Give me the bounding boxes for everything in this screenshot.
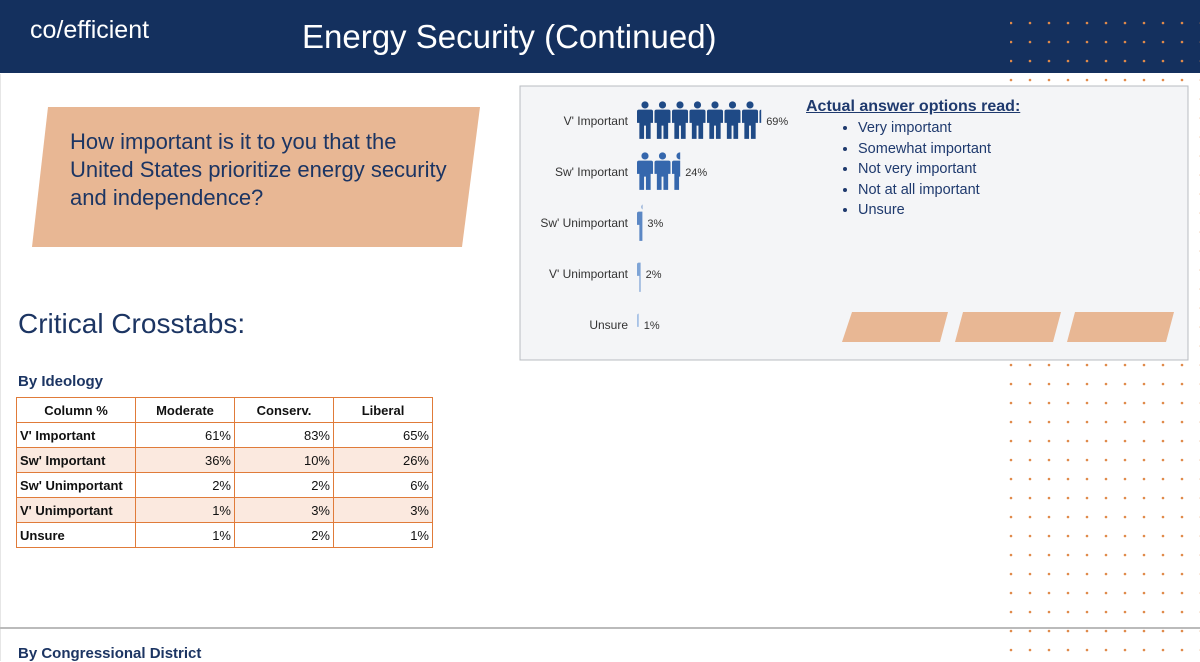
option: Very important bbox=[858, 118, 1020, 139]
category-label: Unsure bbox=[589, 318, 628, 332]
row: Sw' Unimportant 2% 2% 6% bbox=[16, 472, 433, 498]
crosstab-table: Column % Moderate Conserv. Liberal V' Import… bbox=[16, 397, 433, 548]
cell: 1% bbox=[333, 522, 433, 548]
deco-box bbox=[1067, 312, 1174, 342]
category-label: Sw' Unimportant bbox=[540, 216, 628, 230]
crosstab-title: By Ideology bbox=[18, 373, 104, 390]
category-label: V' Unimportant bbox=[549, 267, 629, 281]
cell: 61% bbox=[135, 422, 235, 448]
answer-options: Actual answer options read: Very importa… bbox=[806, 98, 1020, 221]
cell: 2% bbox=[135, 472, 235, 498]
options-list: Very importantSomewhat importantNot very… bbox=[806, 118, 1020, 221]
row: V' Unimportant 1% 3% 3% bbox=[16, 497, 433, 523]
cell: 3% bbox=[333, 497, 433, 523]
option: Not very important bbox=[858, 159, 1020, 180]
header-cell: Moderate bbox=[135, 397, 235, 423]
cell: 3% bbox=[234, 497, 334, 523]
row-label: Sw' Unimportant bbox=[16, 472, 136, 498]
section-title: Critical Crosstabs: bbox=[18, 308, 246, 339]
cell: 1% bbox=[135, 497, 235, 523]
deco-box bbox=[842, 312, 948, 342]
row-label: Sw' Important bbox=[16, 447, 136, 473]
header-cell: Conserv. bbox=[234, 397, 334, 423]
row-label: V' Important bbox=[16, 422, 136, 448]
value-label: 69% bbox=[766, 116, 788, 128]
row-label: V' Unimportant bbox=[16, 497, 136, 523]
cell: 6% bbox=[333, 472, 433, 498]
value-label: 2% bbox=[646, 269, 662, 281]
row-label: Unsure bbox=[16, 522, 136, 548]
logo: co/efficient bbox=[30, 16, 150, 44]
value-label: 24% bbox=[685, 167, 707, 179]
cell: 65% bbox=[333, 422, 433, 448]
cell: 2% bbox=[234, 472, 334, 498]
cell: 26% bbox=[333, 447, 433, 473]
slide-title: Energy Security (Continued) bbox=[302, 18, 717, 55]
option: Not at all important bbox=[858, 180, 1020, 201]
pictograph: V' Important 69% Sw' Important 24% Sw' Unimp… bbox=[540, 101, 788, 343]
header-cell: Liberal bbox=[333, 397, 433, 423]
cell: 36% bbox=[135, 447, 235, 473]
deco-box bbox=[955, 312, 1061, 342]
question: How important is it to you that the Unit… bbox=[70, 129, 447, 210]
header-row: Column % Moderate Conserv. Liberal bbox=[16, 397, 433, 423]
question-box bbox=[32, 107, 480, 247]
row: Unsure 1% 2% 1% bbox=[16, 522, 433, 548]
cell: 10% bbox=[234, 447, 334, 473]
cell: 83% bbox=[234, 422, 334, 448]
value-label: 3% bbox=[647, 218, 663, 230]
row: V' Important 61% 83% 65% bbox=[16, 422, 433, 448]
row: Sw' Important 36% 10% 26% bbox=[16, 447, 433, 473]
option: Unsure bbox=[858, 200, 1020, 221]
category-label: Sw' Important bbox=[555, 165, 629, 179]
dot-pattern bbox=[1010, 8, 1200, 70]
option: Somewhat important bbox=[858, 139, 1020, 160]
header-cell: Column % bbox=[16, 397, 136, 423]
next-section: By Congressional District bbox=[18, 645, 202, 662]
options-title: Actual answer options read: bbox=[806, 98, 1021, 115]
cell: 1% bbox=[135, 522, 235, 548]
value-label: 1% bbox=[644, 320, 660, 332]
header-band bbox=[0, 0, 1200, 73]
cell: 2% bbox=[234, 522, 334, 548]
category-label: V' Important bbox=[564, 114, 629, 128]
